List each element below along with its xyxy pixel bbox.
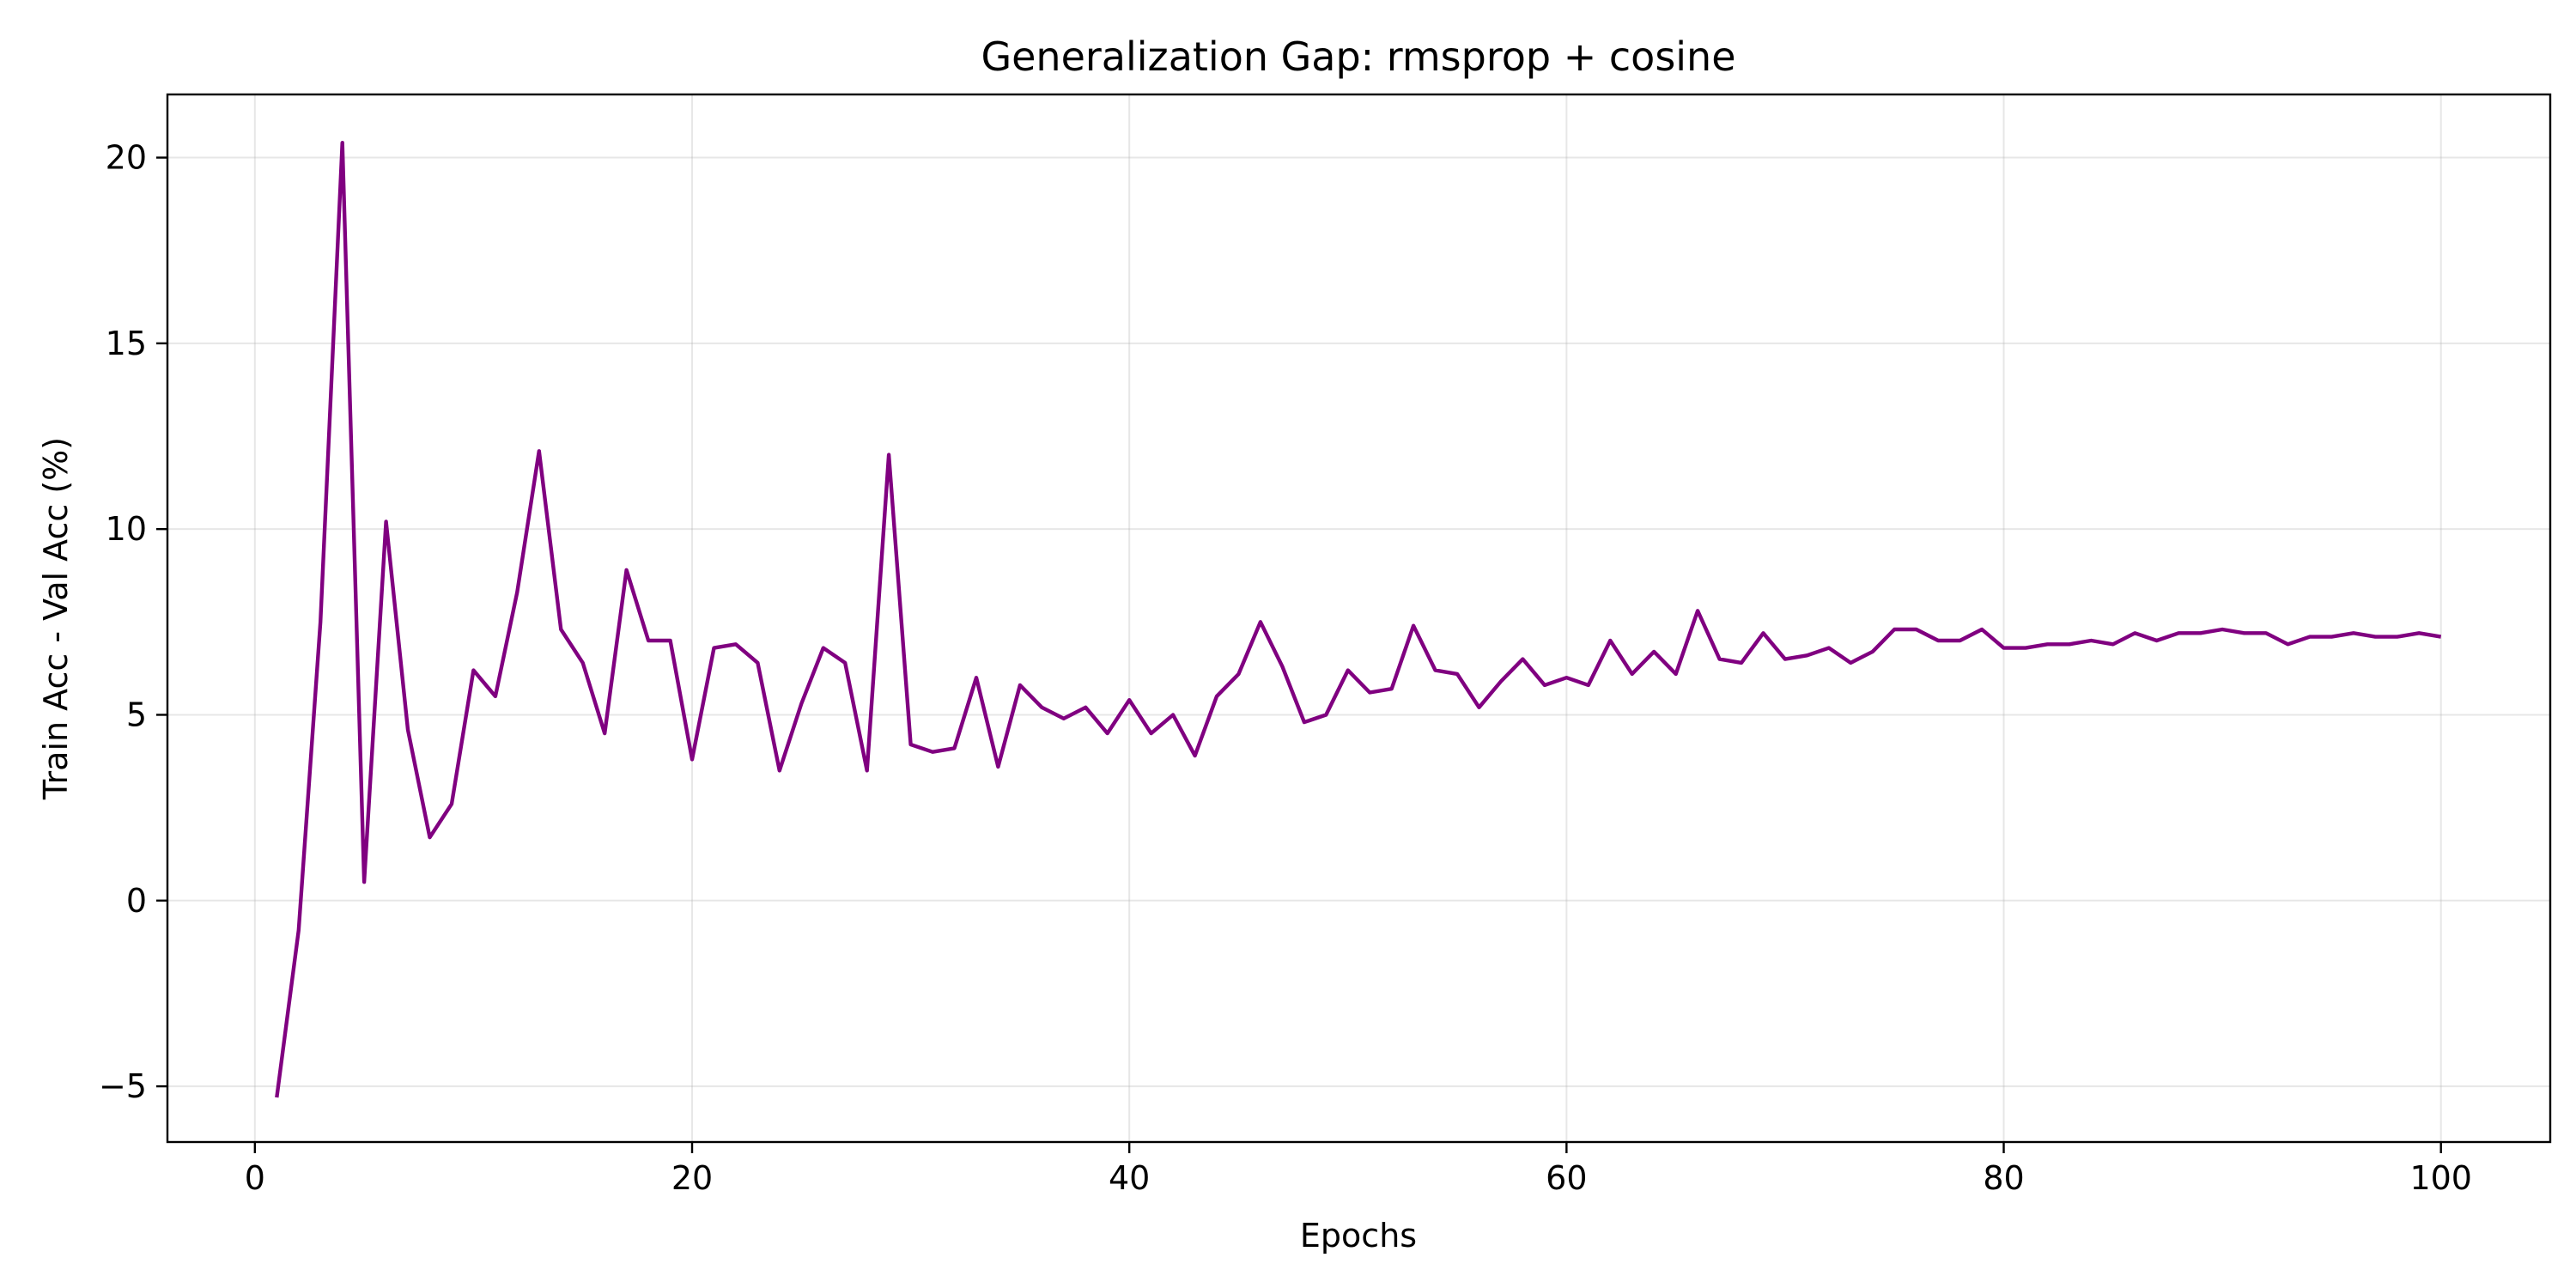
x-axis: 0 20 40 60 80 100: [245, 1142, 2472, 1197]
series-line: [275, 140, 2442, 1098]
series-layer: [275, 140, 2442, 1098]
y-tick-label: 0: [126, 882, 147, 920]
x-tick-label: 20: [671, 1159, 713, 1197]
x-tick-label: 80: [1983, 1159, 2024, 1197]
y-axis-label: Train Acc - Val Acc (%): [37, 437, 75, 800]
chart-title: Generalization Gap: rmsprop + cosine: [981, 33, 1735, 80]
y-tick-label: −5: [99, 1067, 147, 1105]
y-axis: −5 0 5 10 15 20: [99, 139, 167, 1105]
x-tick-label: 0: [245, 1159, 265, 1197]
y-tick-label: 15: [106, 325, 147, 362]
plot-frame: [166, 93, 2552, 1144]
x-tick-label: 60: [1546, 1159, 1587, 1197]
x-tick-label: 40: [1109, 1159, 1150, 1197]
x-axis-label: Epochs: [1300, 1217, 1417, 1255]
y-tick-label: 20: [106, 139, 147, 177]
y-tick-label: 5: [126, 696, 147, 733]
grid: [167, 94, 2550, 1142]
y-tick-label: 10: [106, 510, 147, 548]
x-tick-label: 100: [2409, 1159, 2472, 1197]
